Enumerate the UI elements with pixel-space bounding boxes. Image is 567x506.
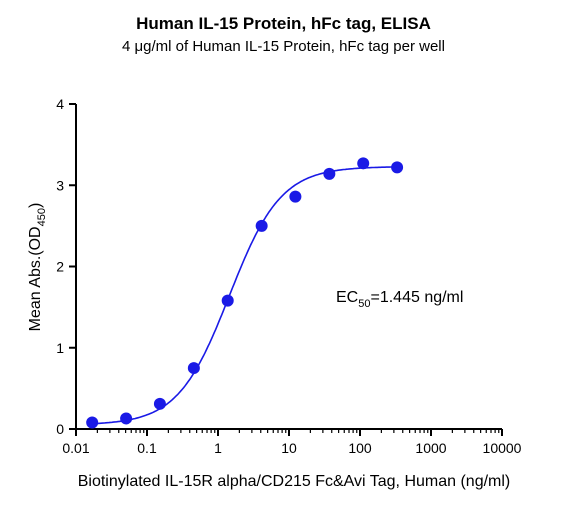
- y-axis-label-sub: 450: [36, 208, 48, 226]
- data-point: [255, 219, 268, 232]
- ec50-annotation: EC50=1.445 ng/ml: [336, 289, 463, 310]
- fit-curve: [92, 166, 398, 425]
- ec50-prefix: EC: [336, 289, 358, 306]
- y-tick-label: 3: [56, 177, 64, 193]
- x-tick-label: 0.01: [62, 440, 89, 456]
- x-tick-label: 10000: [483, 440, 522, 456]
- x-tick-label: 1000: [415, 440, 446, 456]
- data-point: [357, 157, 370, 170]
- y-axis-label: Mean Abs.(OD450): [27, 203, 48, 332]
- x-tick-label: 100: [348, 440, 372, 456]
- y-tick-label: 2: [56, 259, 64, 275]
- ec50-suffix: =1.445 ng/ml: [370, 289, 463, 306]
- data-point: [323, 167, 336, 180]
- x-tick-label: 10: [281, 440, 297, 456]
- y-tick-label: 4: [56, 96, 64, 112]
- x-axis-label: Biotinylated IL-15R alpha/CD215 Fc&Avi T…: [78, 473, 511, 490]
- x-tick-label: 0.1: [137, 440, 157, 456]
- fit-curve-layer: [92, 166, 398, 425]
- data-point: [221, 294, 234, 307]
- y-tick-label: 0: [56, 421, 64, 437]
- ec50-sub: 50: [358, 298, 370, 310]
- chart-subtitle: 4 μg/ml of Human IL-15 Protein, hFc tag …: [122, 38, 445, 55]
- x-tick-label: 1: [214, 440, 222, 456]
- data-points-layer: [86, 157, 404, 429]
- chart-title: Human IL-15 Protein, hFc tag, ELISA: [136, 14, 431, 33]
- data-point: [86, 416, 99, 429]
- data-point: [187, 362, 200, 375]
- data-point: [120, 412, 133, 425]
- y-axis-label-main: Mean Abs.(OD: [27, 226, 44, 331]
- data-point: [153, 397, 166, 410]
- data-point: [289, 190, 302, 203]
- axes: 0 1 2 3 4 0.01 0.1 1 10 100 1000 10000: [56, 96, 521, 456]
- y-tick-label: 1: [56, 340, 64, 356]
- data-point: [391, 161, 404, 174]
- y-axis-label-close: ): [27, 203, 44, 208]
